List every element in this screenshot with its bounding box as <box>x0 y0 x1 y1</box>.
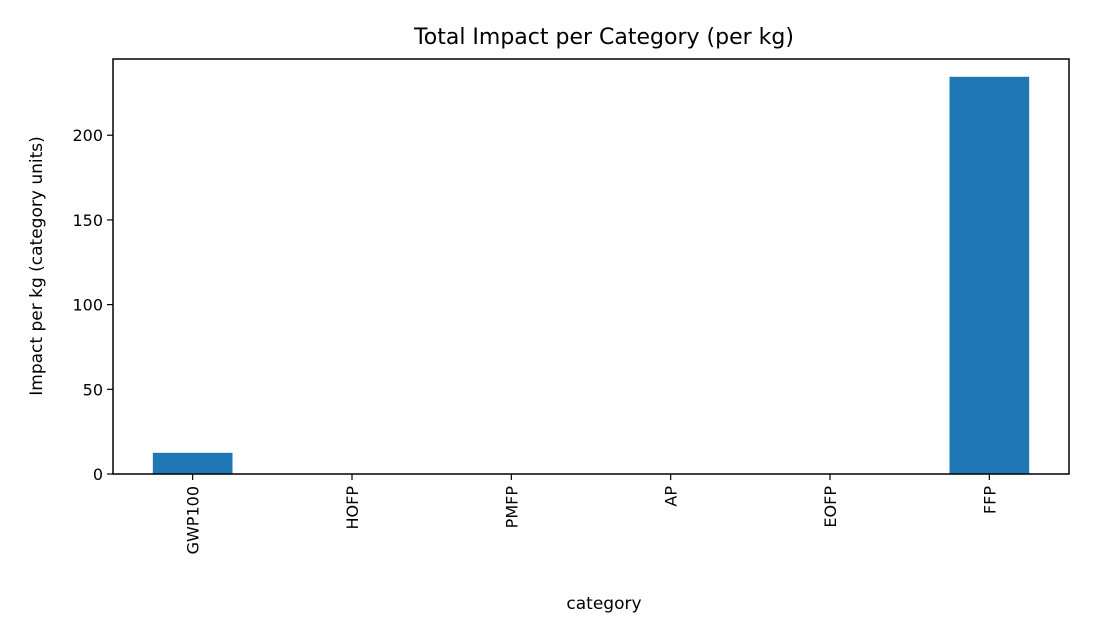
y-tick-label: 0 <box>93 465 103 484</box>
bar-ffp <box>950 77 1030 474</box>
x-tick-label: PMFP <box>502 486 521 529</box>
x-tick-label: EOFP <box>821 486 840 528</box>
x-axis-label: category <box>566 594 641 614</box>
bars-group <box>153 77 1029 474</box>
x-tick-label: GWP100 <box>184 486 203 554</box>
y-tick-label: 50 <box>83 380 103 399</box>
y-tick-label: 100 <box>72 296 103 315</box>
plot-area: 0 50 100 150 200 GWP100 HOFP PMFP AP EOFP FFP <box>72 59 1069 554</box>
x-tick-label: FFP <box>980 486 999 514</box>
x-tick-label: AP <box>662 486 681 507</box>
x-tick-label: HOFP <box>343 486 362 530</box>
y-axis-label: Impact per kg (category units) <box>27 136 47 395</box>
x-axis-ticks: GWP100 HOFP PMFP AP EOFP FFP <box>184 474 1000 554</box>
y-tick-label: 200 <box>72 126 103 145</box>
chart-title: Total Impact per Category (per kg) <box>413 25 794 50</box>
y-tick-label: 150 <box>72 211 103 230</box>
bar-gwp100 <box>153 453 233 474</box>
plot-frame <box>113 59 1069 474</box>
y-axis-ticks: 0 50 100 150 200 <box>72 126 113 484</box>
